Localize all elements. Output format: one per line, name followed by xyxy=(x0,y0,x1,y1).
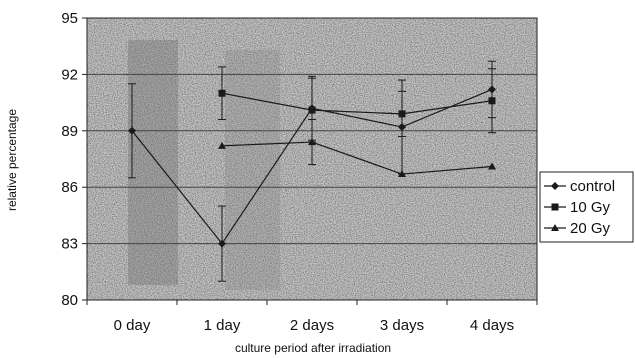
y-axis-label: relative percentage xyxy=(5,109,19,211)
legend-items: control 10 Gy 20 Gy xyxy=(544,178,615,237)
x-axis-ticks: 0 day 1 day 2 days 3 days 4 days xyxy=(86,300,538,334)
legend-label: 20 Gy xyxy=(570,220,611,237)
legend: control 10 Gy 20 Gy xyxy=(539,171,634,243)
y-tick-label: 86 xyxy=(61,179,78,196)
data-point xyxy=(308,106,316,114)
data-point xyxy=(488,162,496,170)
dark-band-1-day xyxy=(225,50,280,290)
legend-marker xyxy=(551,224,559,231)
x-tick-label: 2 days xyxy=(290,317,334,334)
x-tick-label: 1 day xyxy=(204,317,241,334)
data-point xyxy=(218,89,226,97)
data-point xyxy=(398,123,406,132)
data-point xyxy=(218,141,226,149)
legend-label: 10 Gy xyxy=(570,199,611,216)
series-line xyxy=(221,141,493,175)
data-point xyxy=(218,239,226,248)
legend-marker xyxy=(551,182,559,190)
x-tick-label: 3 days xyxy=(380,317,424,334)
data-point xyxy=(488,97,496,105)
data-point xyxy=(488,85,496,94)
series-line xyxy=(221,92,493,115)
data-point xyxy=(398,170,406,178)
y-tick-label: 92 xyxy=(61,66,78,83)
data-point xyxy=(128,126,136,135)
y-axis-ticks: 80 83 86 89 92 95 xyxy=(61,10,87,309)
series-markers xyxy=(128,85,496,248)
data-point xyxy=(308,138,316,146)
legend-marker xyxy=(551,203,559,211)
y-tick-label: 89 xyxy=(61,123,78,140)
data-point xyxy=(398,110,406,118)
x-tick-label: 0 day xyxy=(114,317,151,334)
x-tick-label: 4 days xyxy=(470,317,514,334)
y-tick-label: 80 xyxy=(61,292,78,309)
y-tick-label: 95 xyxy=(61,10,78,27)
x-axis-label: culture period after irradiation xyxy=(235,341,391,355)
dark-band-0-day xyxy=(128,40,178,285)
y-tick-label: 83 xyxy=(61,236,78,253)
plot-border xyxy=(86,17,538,301)
legend-label: control xyxy=(570,178,615,195)
